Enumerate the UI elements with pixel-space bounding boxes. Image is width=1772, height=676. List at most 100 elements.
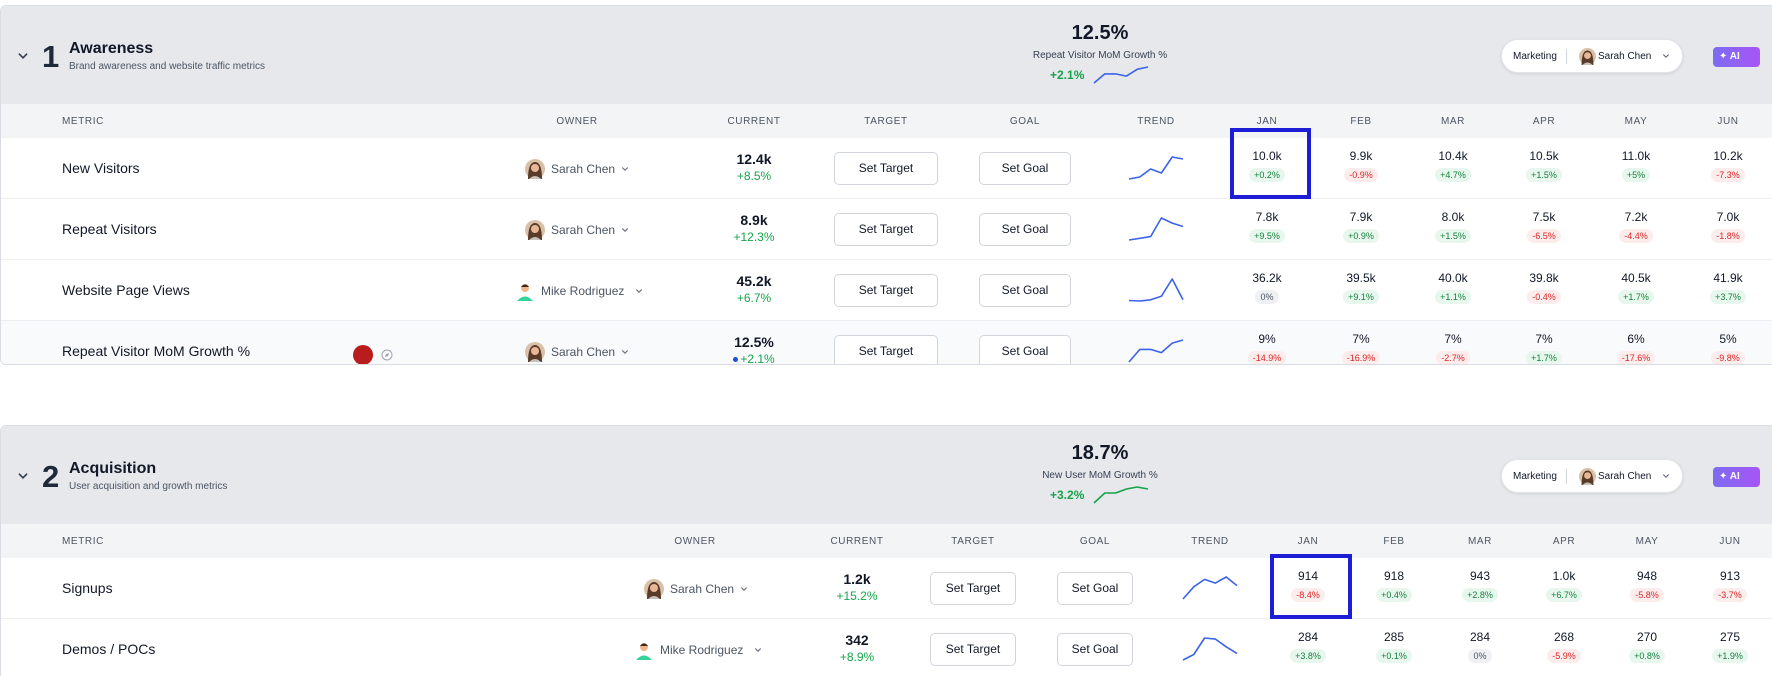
- column-header-owner: Owner: [556, 116, 598, 127]
- set-target-button[interactable]: Set Target: [834, 152, 938, 185]
- table-row[interactable]: Demos / POCs Mike Rodriguez 342 +8.9% Set Ta…: [1, 619, 1772, 676]
- current-delta: +8.5%: [699, 169, 809, 183]
- month-delta-badge: -1.8%: [1711, 229, 1745, 243]
- month-cell-jan: 10.0k +0.2%: [1227, 149, 1307, 183]
- month-value: 914: [1297, 569, 1319, 583]
- month-value: 7.2k: [1624, 210, 1648, 224]
- month-delta-badge: -6.5%: [1527, 229, 1561, 243]
- column-header-may: May: [1635, 536, 1659, 547]
- sparkline-path: [1182, 637, 1238, 661]
- month-cell-mar: 943 +2.8%: [1440, 569, 1520, 603]
- set-target-button[interactable]: Set Target: [834, 213, 938, 246]
- month-delta-badge: +5%: [1621, 168, 1651, 182]
- table-row[interactable]: New Visitors Sarah Chen 12.4k +8.5% Set Targ…: [1, 138, 1772, 199]
- section-subtitle: Brand awareness and website traffic metr…: [69, 61, 266, 72]
- column-header-goal: Goal: [1009, 116, 1041, 127]
- month-value: 10.5k: [1529, 149, 1559, 163]
- column-header-feb: Feb: [1383, 536, 1405, 547]
- month-value: 284: [1469, 630, 1491, 644]
- month-cell-may: 270 +0.8%: [1607, 630, 1687, 664]
- month-cell-jun: 913 -3.7%: [1690, 569, 1770, 603]
- month-cell-jun: 41.9k +3.7%: [1688, 271, 1768, 305]
- sparkline-path: [1128, 339, 1184, 363]
- current-number: 45.2k: [736, 273, 772, 289]
- kpi-value: 12.5%: [1071, 22, 1129, 44]
- month-cell-may: 948 -5.8%: [1607, 569, 1687, 603]
- month-cell-mar: 40.0k +1.1%: [1413, 271, 1493, 305]
- set-goal-button[interactable]: Set Goal: [979, 274, 1071, 307]
- column-headers: Metric Owner Current Target Goal Trend Jan Feb M…: [1, 104, 1772, 138]
- month-value: 275: [1719, 630, 1741, 644]
- month-cell-apr: 7.5k -6.5%: [1504, 210, 1584, 244]
- set-target-button[interactable]: Set Target: [834, 274, 938, 307]
- month-value: 8.0k: [1441, 210, 1465, 224]
- table-row[interactable]: Website Page Views Mike Rodriguez 45.2k +6.…: [1, 260, 1772, 321]
- set-target-button[interactable]: Set Target: [930, 633, 1016, 666]
- current-number: 12.4k: [736, 151, 772, 167]
- table-row[interactable]: Signups Sarah Chen 1.2k +15.2% Set Target Set…: [1, 558, 1772, 619]
- month-delta-badge: -16.9%: [1341, 351, 1381, 364]
- month-delta-badge: -8.4%: [1291, 588, 1325, 602]
- set-target-button[interactable]: Set Target: [930, 572, 1016, 605]
- month-cell-feb: 7.9k +0.9%: [1321, 210, 1401, 244]
- section-header: 2 Acquisition User acquisition and growth …: [1, 426, 1772, 524]
- divider: [1566, 49, 1567, 64]
- owner-name: Mike Rodriguez: [660, 643, 744, 657]
- owner-selector[interactable]: Marketing Sarah Chen: [1501, 459, 1683, 493]
- month-value: 913: [1719, 569, 1741, 583]
- column-header-goal: Goal: [1079, 536, 1111, 547]
- month-value: 284: [1297, 630, 1319, 644]
- collapse-chevron-icon[interactable]: [17, 470, 29, 482]
- month-value: 285: [1383, 630, 1405, 644]
- month-value: 7%: [1535, 332, 1553, 346]
- owner-name: Sarah Chen: [1598, 471, 1652, 482]
- current-number: 1.2k: [843, 571, 871, 587]
- avatar-sarah: [1579, 468, 1596, 485]
- table-row[interactable]: Repeat Visitors Sarah Chen 8.9k +12.3% Set T…: [1, 199, 1772, 260]
- current-delta-text: +8.9%: [839, 650, 875, 664]
- month-delta-badge: +9.1%: [1343, 290, 1379, 304]
- month-cell-apr: 268 -5.9%: [1524, 630, 1604, 664]
- month-delta-badge: +6.7%: [1546, 588, 1582, 602]
- chevron-down-icon: [622, 167, 628, 171]
- column-header-feb: Feb: [1350, 116, 1372, 127]
- section-title: Awareness: [69, 40, 154, 57]
- collapse-chevron-icon[interactable]: [17, 50, 29, 62]
- month-cell-feb: 918 +0.4%: [1354, 569, 1434, 603]
- table-row[interactable]: Repeat Visitor MoM Growth % Sarah Chen 12.…: [1, 321, 1772, 364]
- month-value: 11.0k: [1621, 149, 1651, 163]
- set-goal-button[interactable]: Set Goal: [979, 335, 1071, 364]
- column-header-mar: Mar: [1440, 116, 1466, 127]
- column-header-trend: Trend: [1137, 116, 1175, 127]
- ai-button[interactable]: ✦ AI: [1713, 467, 1760, 487]
- month-cell-may: 11.0k +5%: [1596, 149, 1676, 183]
- month-delta-badge: +4.7%: [1435, 168, 1471, 182]
- section-subtitle: User acquisition and growth metrics: [69, 481, 228, 492]
- set-goal-button[interactable]: Set Goal: [1057, 572, 1133, 605]
- kpi-value: 18.7%: [1071, 442, 1129, 464]
- month-delta-badge: +0.1%: [1376, 649, 1412, 663]
- compass-icon[interactable]: [381, 349, 393, 361]
- month-delta-badge: 0%: [1255, 290, 1279, 304]
- status-dot: [733, 357, 739, 363]
- month-delta-badge: +0.9%: [1343, 229, 1379, 243]
- set-goal-button[interactable]: Set Goal: [1057, 633, 1133, 666]
- column-header-metric: Metric: [62, 536, 104, 547]
- avatar-mike: [634, 640, 654, 660]
- set-goal-button[interactable]: Set Goal: [979, 213, 1071, 246]
- month-cell-jan: 284 +3.8%: [1268, 630, 1348, 664]
- department-label: Marketing: [1513, 51, 1557, 62]
- owner-name: Sarah Chen: [551, 345, 616, 359]
- headline-kpi: 12.5% Repeat Visitor MoM Growth %: [1000, 22, 1200, 61]
- ai-button[interactable]: ✦ AI: [1713, 47, 1760, 67]
- chevron-down-icon: [1663, 474, 1669, 478]
- column-header-target: Target: [951, 536, 995, 547]
- metric-name: Website Page Views: [62, 282, 190, 298]
- set-goal-button[interactable]: Set Goal: [979, 152, 1071, 185]
- month-delta-badge: -7.3%: [1711, 168, 1745, 182]
- month-delta-badge: -17.6%: [1616, 351, 1656, 364]
- set-target-button[interactable]: Set Target: [834, 335, 938, 364]
- owner-selector[interactable]: Marketing Sarah Chen: [1501, 39, 1683, 73]
- month-value: 7.0k: [1716, 210, 1740, 224]
- month-value: 270: [1636, 630, 1658, 644]
